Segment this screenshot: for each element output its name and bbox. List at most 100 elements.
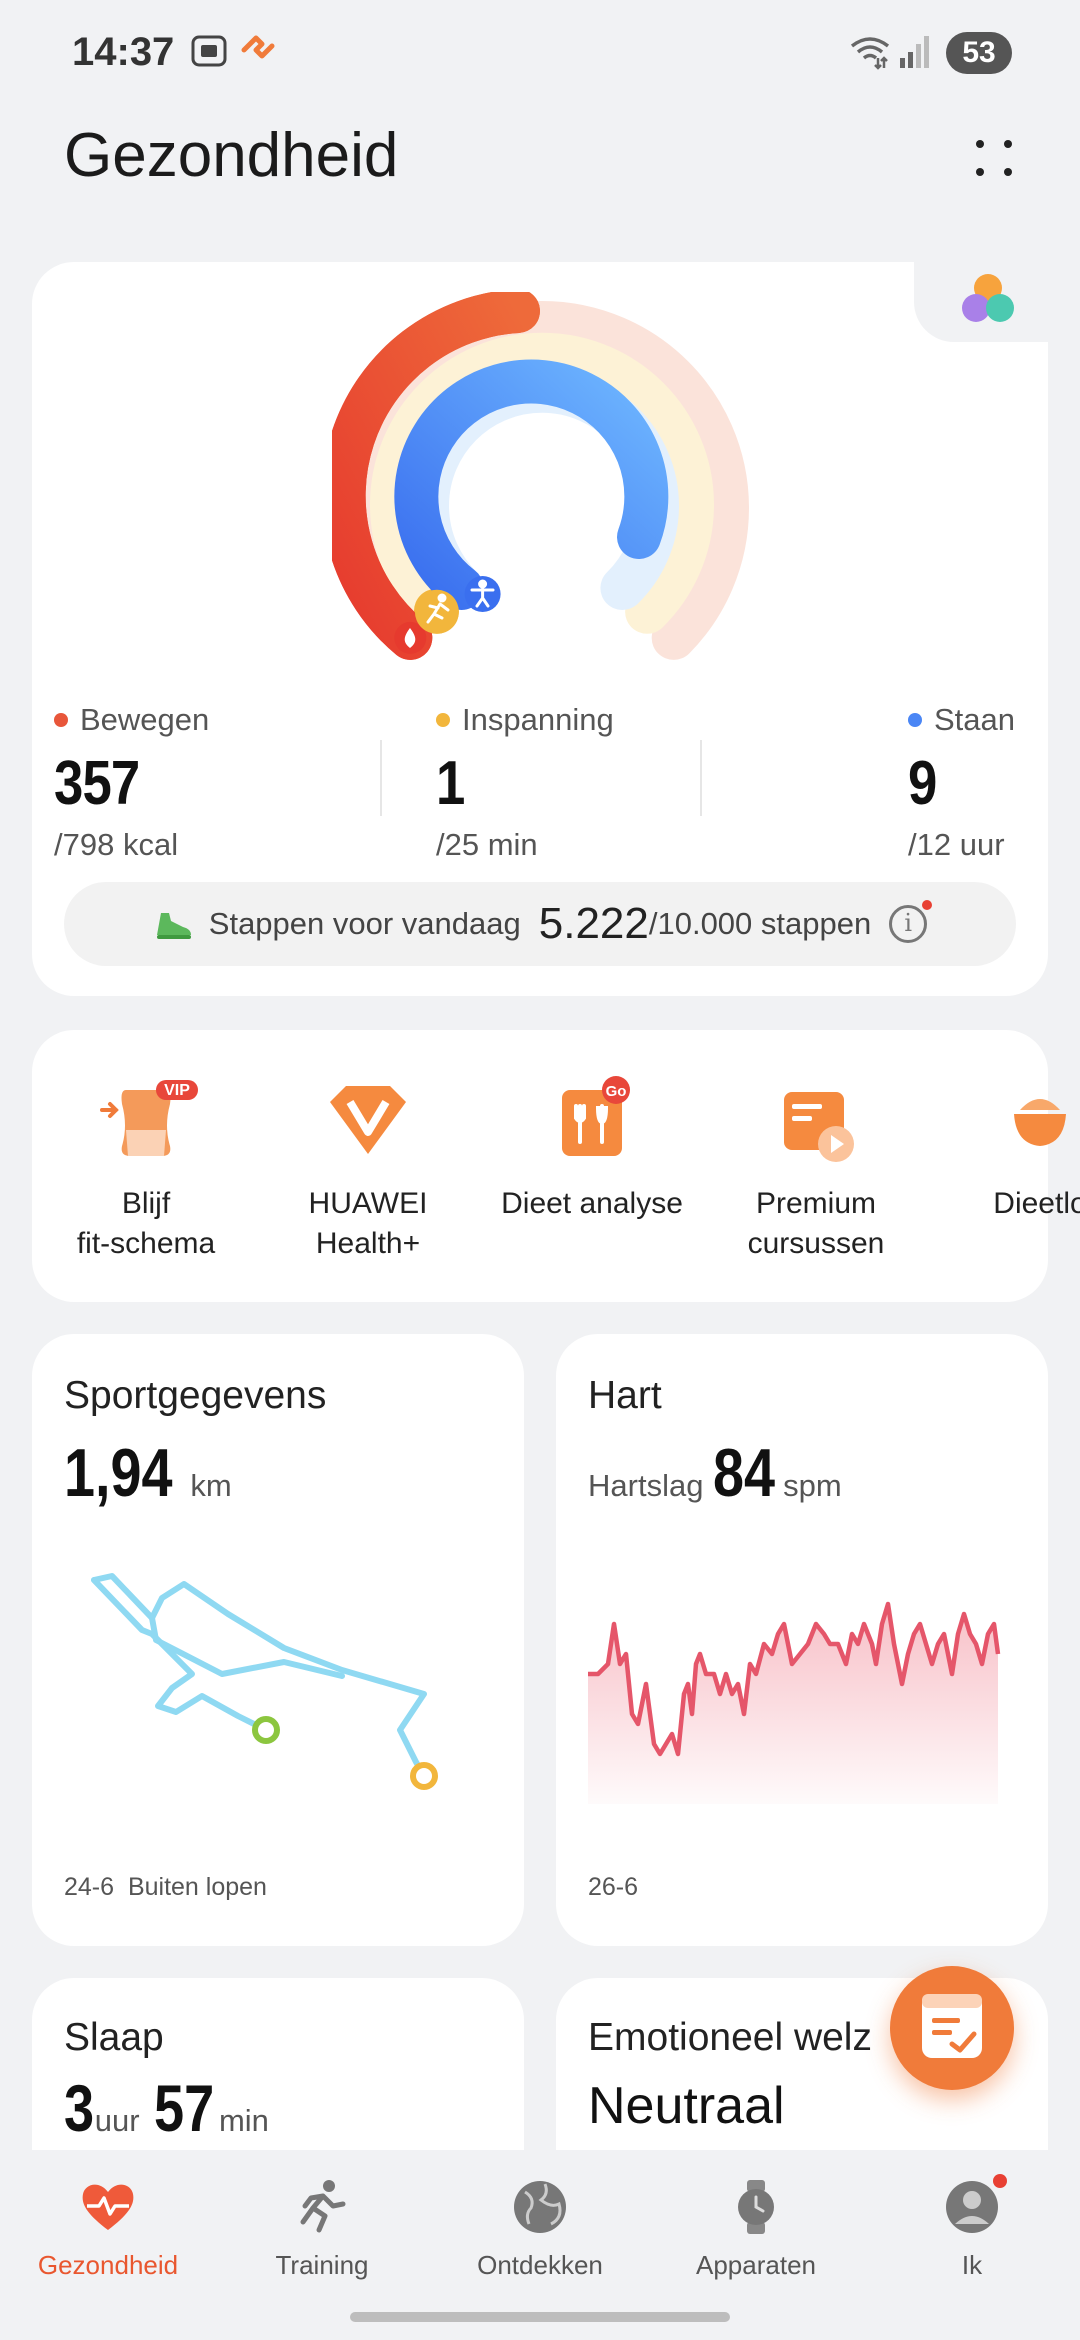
shortcut-diet-analysis[interactable]: Go Dieet analyse [482,1070,702,1224]
home-indicator[interactable] [350,2312,730,2322]
bottom-navigation: Gezondheid Training Ontdekken [0,2150,1080,2340]
steps-goal: /10.000 stappen [648,906,872,941]
shortcut-health-plus[interactable]: HUAWEI Health+ [258,1070,478,1264]
move-dot [54,713,68,727]
sleep-hours-unit: uur [94,2103,140,2138]
notification-dot [993,2174,1007,2188]
rings-style-icon[interactable] [918,262,1048,338]
steps-label: Stappen voor vandaag [208,906,521,941]
exercise-value: 1 [436,749,465,818]
notification-dot [922,900,933,910]
nav-label: Apparaten [696,2250,816,2280]
sport-distance: 1,94 [64,1435,173,1511]
nav-label: Ontdekken [477,2250,603,2280]
divider [380,740,382,816]
activity-rings [332,292,749,660]
diet-log-icon [1014,1099,1066,1146]
heart-date: 26-6 [588,1873,639,1901]
premium-courses-icon [784,1092,854,1162]
card-edit-fab[interactable] [890,1966,1014,2090]
nav-discover[interactable]: Ontdekken [440,2178,640,2281]
nav-label: Gezondheid [37,2250,179,2280]
signal-icon [900,36,929,68]
battery-indicator: 53 [946,32,1012,74]
sleep-hours: 3 [64,2071,95,2145]
sleep-minutes-unit: min [218,2103,269,2138]
divider [700,740,702,816]
shoe-icon [156,913,191,939]
shortcut-label: Dieetlo [993,1187,1080,1220]
diet-analysis-icon: Go [562,1076,630,1156]
move-value: 357 [54,749,140,818]
status-bar: 14:37 53 [0,0,1080,100]
watch-icon [738,2180,774,2234]
dot-icon [1004,168,1012,176]
fit-plan-icon: VIP [100,1080,198,1156]
heart-rate-value: 84 [713,1435,776,1511]
route-map [91,1573,438,1790]
move-goal: /798 kcal [54,827,179,862]
heart-card[interactable]: Hart Hartslag 84 spm 26-6 [556,1334,1048,1946]
nav-training[interactable]: Training [222,2178,422,2281]
go-badge: Go [606,1083,627,1100]
info-icon[interactable] [889,900,933,943]
activity-rings-card[interactable]: Bewegen 357 /798 kcal Inspanning 1 /25 m… [32,262,1048,996]
heart-pulse-icon [82,2184,134,2230]
move-stat: Bewegen 357 /798 kcal [54,702,209,863]
sport-title: Sportgegevens [64,1374,327,1417]
shortcut-premium-courses[interactable]: Premium cursussen [706,1070,926,1264]
wifi-icon [850,37,890,70]
nav-me[interactable]: Ik [872,2174,1072,2281]
heart-rate-chart [588,1601,1001,1804]
running-icon [300,2180,346,2233]
stand-label: Staan [934,702,1016,737]
stand-ring [394,359,669,610]
sleep-title: Slaap [64,2016,164,2059]
dot-icon [976,168,984,176]
exercise-goal: /25 min [436,827,538,862]
profile-icon [946,2181,998,2233]
nav-health[interactable]: Gezondheid [8,2178,208,2281]
exercise-label: Inspanning [462,702,614,737]
sport-date: 24-6 [64,1873,115,1901]
steps-value: 5.222 [538,899,649,948]
globe-icon [514,2181,566,2233]
sport-data-card[interactable]: Sportgegevens 1,94 km 24-6 Buiten lopen [32,1334,524,1946]
edit-cards-icon [922,1994,982,2058]
nav-label: Ik [961,2250,983,2280]
shortcut-label: Blijf fit-schema [76,1187,216,1260]
stand-goal: /12 uur [908,827,1005,862]
sleep-card[interactable]: Slaap 3 uur 57 min [32,1978,524,2178]
heart-title: Hart [588,1374,662,1417]
emotion-title: Emotioneel welz [588,2016,872,2059]
flame-icon [404,628,416,648]
page-title: Gezondheid [64,121,399,190]
shortcut-label: Dieet analyse [501,1187,683,1220]
stand-stat: Staan 9 /12 uur [908,702,1015,863]
standing-person-icon [470,579,495,608]
exercise-stat: Inspanning 1 /25 min [436,702,614,863]
sport-unit: km [190,1468,232,1503]
health-plus-icon [330,1086,406,1154]
dot-icon [1004,140,1012,148]
steps-summary[interactable]: Stappen voor vandaag 5.222 /10.000 stapp… [64,882,1016,966]
sleep-minutes: 57 [153,2071,214,2145]
route-start-marker [252,1716,280,1744]
runner-icon [426,593,450,624]
shortcut-fit-plan[interactable]: VIP Blijf fit-schema [36,1070,256,1264]
more-options-button[interactable] [964,128,1024,188]
stand-dot [908,713,922,727]
stand-value: 9 [908,749,937,818]
shortcut-label: Premium cursussen [747,1187,885,1260]
emotion-value: Neutraal [588,2077,785,2135]
nav-label: Training [275,2250,369,2280]
shortcut-diet-log[interactable]: Dieetlo [930,1070,1080,1224]
dot-icon [976,140,984,148]
exercise-dot [436,713,450,727]
heart-rate-label: Hartslag [588,1468,704,1503]
screenshot-icon [191,35,227,67]
nav-devices[interactable]: Apparaten [656,2178,856,2281]
move-label: Bewegen [80,702,210,737]
health-app-icon [241,35,275,59]
shortcut-label: HUAWEI Health+ [308,1187,428,1260]
